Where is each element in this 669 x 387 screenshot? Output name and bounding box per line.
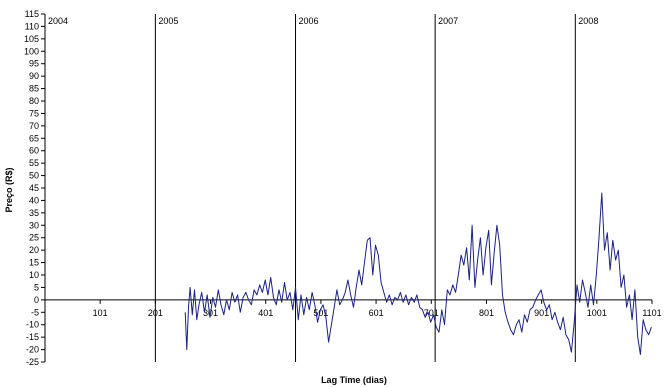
- y-tick-label: 65: [29, 133, 39, 143]
- y-tick-label: 15: [29, 258, 39, 268]
- series-layer: [184, 192, 652, 355]
- price-series-line: [184, 192, 652, 355]
- y-tick-label: 80: [29, 96, 39, 106]
- y-tick-label: 90: [29, 71, 39, 81]
- y-tick-label: 50: [29, 171, 39, 181]
- y-axis-title: Preço (R$): [4, 167, 14, 212]
- y-tick-label: -25: [26, 357, 39, 367]
- year-labels: 2004 2005 2006 2007 2008: [48, 16, 598, 26]
- x-tick-label: 801: [479, 308, 494, 318]
- y-tick-label: 55: [29, 158, 39, 168]
- y-tick-label: 0: [34, 295, 39, 305]
- y-tick-label: 100: [24, 46, 39, 56]
- y-tick-label: 20: [29, 245, 39, 255]
- y-tick-labels: -25 -20 -15 -10 -5 0 5 10 15 20 25 30 35 40 45 50 55 60 65…: [24, 9, 39, 367]
- y-tick-label: 70: [29, 121, 39, 131]
- year-label: 2006: [299, 16, 319, 26]
- x-tick-labels: 101 201 301 401 501 601 701 801 901 1001 1101: [93, 308, 662, 318]
- y-tick-label: 115: [25, 9, 39, 19]
- year-label: 2005: [158, 16, 178, 26]
- x-tick-label: 101: [93, 308, 108, 318]
- y-tick-label: 95: [29, 59, 39, 69]
- y-tick-label: 75: [29, 108, 39, 118]
- x-tick-label: 1001: [587, 308, 607, 318]
- x-tick-label: 701: [424, 308, 439, 318]
- x-tick-label: 601: [369, 308, 384, 318]
- y-tick-label: 35: [29, 208, 39, 218]
- y-tick-label: -5: [31, 307, 39, 317]
- y-tick-label: -10: [26, 320, 39, 330]
- x-tick-label: 901: [534, 308, 549, 318]
- y-tick-label: -15: [26, 332, 39, 342]
- y-tick-label: 30: [29, 220, 39, 230]
- y-tick-label: -20: [26, 345, 39, 355]
- y-tick-label: 5: [34, 282, 39, 292]
- y-tick-label: 110: [25, 21, 39, 31]
- year-label: 2004: [48, 16, 68, 26]
- x-tick-label: 501: [313, 308, 328, 318]
- year-divider-lines: [154, 14, 576, 362]
- x-tick-label: 401: [258, 308, 273, 318]
- x-tick-label: 201: [148, 308, 163, 318]
- x-axis-title: Lag Time (dias): [321, 375, 387, 385]
- year-label: 2008: [578, 16, 598, 26]
- y-tick-label: 10: [29, 270, 39, 280]
- axes: [41, 13, 653, 363]
- y-tick-label: 60: [29, 146, 39, 156]
- y-tick-label: 105: [24, 34, 39, 44]
- y-tick-label: 25: [29, 233, 39, 243]
- y-tick-label: 85: [29, 84, 39, 94]
- y-tick-label: 40: [29, 195, 39, 205]
- y-tick-label: 45: [29, 183, 39, 193]
- x-tick-label: 1101: [642, 308, 661, 318]
- year-label: 2007: [438, 16, 458, 26]
